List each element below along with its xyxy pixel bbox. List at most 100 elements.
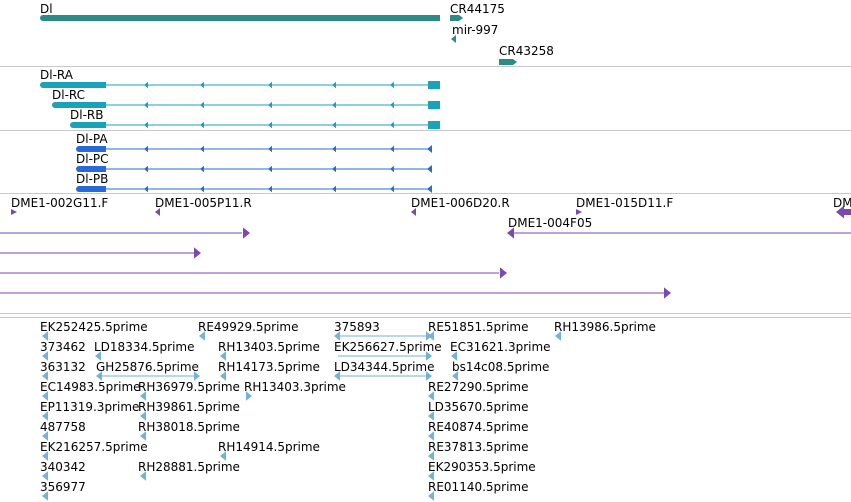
est-label[interactable]: RH14914.5prime xyxy=(218,440,320,454)
strand-arrow-icon[interactable] xyxy=(332,185,336,193)
strand-arrow-icon[interactable] xyxy=(332,121,336,129)
strand-arrow-icon[interactable] xyxy=(144,165,148,173)
strand-arrow-icon[interactable] xyxy=(200,101,204,109)
polypeptide-label-dl-pa[interactable]: Dl-PA xyxy=(76,132,108,146)
strand-arrow-icon[interactable] xyxy=(332,101,336,109)
est-label[interactable]: RH14173.5prime xyxy=(218,360,320,374)
polypeptide-block[interactable] xyxy=(76,186,106,192)
est-arrow-icon[interactable] xyxy=(42,431,48,441)
est-arrow-icon[interactable] xyxy=(428,471,434,481)
strand-arrow-icon[interactable] xyxy=(144,185,148,193)
clone-arrow-icon[interactable] xyxy=(194,247,201,259)
est-label[interactable]: RE40874.5prime xyxy=(428,420,529,434)
est-arrow-icon[interactable] xyxy=(220,451,226,461)
strand-arrow-icon[interactable] xyxy=(144,145,148,153)
est-label[interactable]: EC14983.5prime xyxy=(40,380,141,394)
clone-label-dme1-005p11r[interactable]: DME1-005P11.R xyxy=(155,196,252,210)
est-label[interactable]: 375893 xyxy=(334,320,380,334)
est-arrow-icon[interactable] xyxy=(428,451,434,461)
est-label[interactable]: RE49929.5prime xyxy=(198,320,299,334)
est-arrow-icon[interactable] xyxy=(246,391,252,401)
est-arrow-icon[interactable] xyxy=(334,371,340,381)
est-arrow-icon[interactable] xyxy=(140,411,146,421)
est-arrow-icon[interactable] xyxy=(42,411,48,421)
est-label[interactable]: RE37813.5prime xyxy=(428,440,529,454)
est-arrow-icon[interactable] xyxy=(140,471,146,481)
clone-arrow-icon[interactable] xyxy=(500,267,507,279)
est-label[interactable]: EK216257.5prime xyxy=(40,440,148,454)
strand-arrow-icon[interactable] xyxy=(390,145,394,153)
clone-label-dme1-015d11f[interactable]: DME1-015D11.F xyxy=(576,196,674,210)
est-arrow-icon[interactable] xyxy=(426,371,432,381)
transcript-exon-block[interactable] xyxy=(428,81,440,89)
gene-label-dl[interactable]: Dl xyxy=(40,2,53,16)
est-label[interactable]: 363132 xyxy=(40,360,86,374)
polypeptide-label-dl-pb[interactable]: Dl-PB xyxy=(76,172,109,186)
est-label[interactable]: 340342 xyxy=(40,460,86,474)
gene-cr43258-glyph[interactable] xyxy=(499,59,517,65)
clone-end-marker[interactable] xyxy=(576,209,582,215)
strand-arrow-icon[interactable] xyxy=(144,101,148,109)
gene-label-cr44175[interactable]: CR44175 xyxy=(450,2,505,16)
strand-arrow-icon[interactable] xyxy=(200,165,204,173)
est-label[interactable]: LD34344.5prime xyxy=(334,360,435,374)
est-label[interactable]: RH13403.3prime xyxy=(244,380,346,394)
strand-arrow-icon[interactable] xyxy=(200,185,204,193)
est-label[interactable]: LD18334.5prime xyxy=(94,340,195,354)
strand-arrow-icon[interactable] xyxy=(268,101,272,109)
est-label[interactable]: RH38018.5prime xyxy=(138,420,240,434)
est-arrow-icon[interactable] xyxy=(452,371,458,381)
transcript-label-dl-ra[interactable]: Dl-RA xyxy=(40,68,73,82)
est-arrow-icon[interactable] xyxy=(96,371,102,381)
strand-arrow-icon[interactable] xyxy=(268,165,272,173)
est-arrow-icon[interactable] xyxy=(428,491,434,501)
transcript-utr-block[interactable] xyxy=(70,122,106,128)
gene-mir-997-glyph[interactable] xyxy=(451,35,456,43)
clone-end-marker[interactable] xyxy=(155,208,160,216)
clone-label-dme1-002g11f[interactable]: DME1-002G11.F xyxy=(11,196,109,210)
est-arrow-icon[interactable] xyxy=(42,391,48,401)
est-label[interactable]: RH13986.5prime xyxy=(554,320,656,334)
est-label[interactable]: RE27290.5prime xyxy=(428,380,529,394)
est-arrow-icon[interactable] xyxy=(140,431,146,441)
clone-arrow-icon[interactable] xyxy=(664,287,671,299)
est-arrow-icon[interactable] xyxy=(42,351,48,361)
est-label[interactable]: 487758 xyxy=(40,420,86,434)
strand-arrow-icon[interactable] xyxy=(390,165,394,173)
gene-label-cr43258[interactable]: CR43258 xyxy=(499,44,554,58)
est-arrow-icon[interactable] xyxy=(451,351,457,361)
clone-label-dme1-004f05[interactable]: DME1-004F05 xyxy=(508,216,593,230)
strand-arrow-icon[interactable] xyxy=(268,81,272,89)
strand-arrow-icon[interactable] xyxy=(268,185,272,193)
est-label[interactable]: EK290353.5prime xyxy=(428,460,536,474)
est-arrow-icon[interactable] xyxy=(42,491,48,501)
est-label[interactable]: EP11319.3prime xyxy=(40,400,140,414)
strand-arrow-icon[interactable] xyxy=(268,145,272,153)
est-arrow-icon[interactable] xyxy=(42,471,48,481)
polypeptide-label-dl-pc[interactable]: Dl-PC xyxy=(76,152,109,166)
clone-end-marker[interactable] xyxy=(11,209,17,215)
transcript-exon-block[interactable] xyxy=(428,101,440,109)
gene-dl-glyph[interactable] xyxy=(40,15,440,21)
est-arrow-icon[interactable] xyxy=(220,351,226,361)
strand-arrow-icon[interactable] xyxy=(427,165,432,173)
est-label[interactable]: RH36979.5prime xyxy=(138,380,240,394)
transcript-utr-block[interactable] xyxy=(40,82,106,88)
clone-arrow-icon[interactable] xyxy=(243,227,250,239)
est-arrow-icon[interactable] xyxy=(42,451,48,461)
est-arrow-icon[interactable] xyxy=(428,431,434,441)
transcript-utr-block[interactable] xyxy=(52,102,106,108)
est-arrow-icon[interactable] xyxy=(194,371,200,381)
strand-arrow-icon[interactable] xyxy=(427,145,432,153)
est-label[interactable]: RH13403.5prime xyxy=(218,340,320,354)
clone-end-marker[interactable] xyxy=(842,209,851,215)
est-arrow-icon[interactable] xyxy=(426,351,432,361)
est-label[interactable]: EC31621.3prime xyxy=(450,340,551,354)
est-label[interactable]: RE51851.5prime xyxy=(428,320,529,334)
strand-arrow-icon[interactable] xyxy=(200,145,204,153)
strand-arrow-icon[interactable] xyxy=(332,145,336,153)
strand-arrow-icon[interactable] xyxy=(332,81,336,89)
est-arrow-icon[interactable] xyxy=(428,391,434,401)
transcript-label-dl-rc[interactable]: Dl-RC xyxy=(52,88,86,102)
strand-arrow-icon[interactable] xyxy=(390,121,394,129)
